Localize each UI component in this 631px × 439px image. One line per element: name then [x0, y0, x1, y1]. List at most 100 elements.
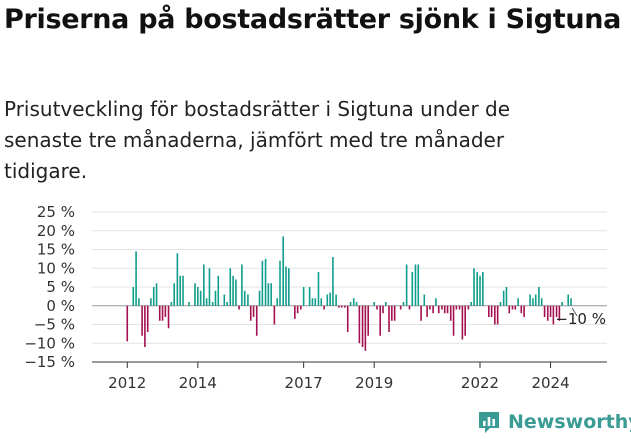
bar [417, 264, 420, 306]
bar [155, 283, 158, 306]
gridlines [92, 211, 607, 363]
bar [346, 305, 349, 332]
bar [435, 298, 437, 306]
bar [402, 302, 405, 306]
bar [243, 290, 246, 306]
bar [273, 305, 276, 325]
bar [170, 302, 173, 306]
bar [161, 305, 164, 321]
bar [214, 290, 217, 306]
newsworthy-chart-icon [479, 412, 499, 433]
bar [249, 305, 252, 321]
bar [132, 287, 135, 306]
bar [296, 305, 299, 314]
bar [229, 268, 232, 306]
bar [232, 275, 234, 306]
bar [288, 268, 290, 306]
bar [552, 305, 555, 325]
bar [294, 305, 296, 319]
bar [352, 298, 355, 306]
bar [182, 275, 184, 306]
bar [176, 253, 179, 306]
bar [173, 283, 175, 306]
bar [150, 298, 152, 306]
bar [538, 287, 540, 306]
bar [441, 305, 443, 310]
bar [476, 272, 478, 306]
bar [426, 305, 428, 317]
bar [146, 305, 149, 332]
bar [420, 305, 422, 321]
y-tick-label: −15 % [24, 353, 75, 371]
bar [446, 305, 449, 314]
bar [276, 298, 278, 306]
y-tick-label: −10 % [24, 334, 75, 352]
bar [267, 283, 270, 306]
bar [158, 305, 161, 321]
bar [479, 275, 481, 306]
brand-name: Newsworthy [508, 411, 631, 433]
bar [408, 305, 411, 310]
bar [382, 305, 384, 314]
bar [255, 305, 258, 336]
y-tick-label: 0 % [46, 297, 75, 315]
bar [470, 302, 472, 306]
bar [226, 302, 228, 306]
bar [217, 275, 220, 306]
x-tick-label: 2022 [461, 374, 499, 392]
chart-svg: −15 %−10 %−5 %0 %5 %10 %15 %20 %25 % 201… [24, 203, 607, 392]
bar [423, 294, 426, 306]
y-tick-label: 20 % [37, 222, 75, 240]
bar [355, 302, 358, 306]
bar [502, 290, 505, 306]
bar [555, 305, 558, 317]
y-tick-label: 25 % [37, 203, 75, 221]
newsworthy-logo: Newsworthy [476, 408, 631, 436]
bar [482, 272, 484, 306]
last-value-leader [571, 307, 578, 317]
x-tick-label: 2019 [355, 374, 393, 392]
bar [520, 305, 523, 314]
bar [329, 292, 331, 306]
bar [340, 305, 343, 308]
bar [179, 275, 181, 306]
bar [570, 298, 572, 306]
bar [194, 283, 196, 306]
bar [258, 290, 261, 306]
x-tick-label: 2024 [531, 374, 569, 392]
bar [238, 305, 240, 310]
bar [361, 305, 364, 347]
bar [141, 305, 143, 336]
bar [367, 305, 369, 336]
bar [349, 302, 352, 306]
bar [205, 298, 208, 306]
x-tick-label: 2012 [108, 374, 146, 392]
bar [261, 260, 264, 306]
bar [279, 260, 281, 306]
bar [344, 305, 346, 308]
bar [514, 305, 517, 310]
bar [208, 268, 211, 306]
bar [335, 294, 337, 306]
bar [567, 294, 569, 306]
bar [432, 305, 434, 314]
bar [223, 294, 226, 306]
bar [152, 287, 155, 306]
bar [302, 287, 305, 306]
bar [317, 272, 320, 306]
y-tick-label: 5 % [46, 278, 75, 296]
bar [364, 305, 367, 351]
last-value-label: −10 % [555, 310, 606, 328]
bar [308, 287, 311, 306]
bar [558, 305, 561, 321]
bar [320, 298, 323, 306]
bar [376, 305, 378, 310]
bar [464, 305, 466, 336]
y-tick-label: −5 % [34, 316, 75, 334]
bar [411, 272, 414, 306]
bar [494, 305, 496, 325]
bar [285, 266, 287, 306]
bar [164, 305, 167, 317]
y-axis-tick-labels: −15 %−10 %−5 %0 %5 %10 %15 %20 %25 % [24, 203, 75, 371]
bar [135, 251, 137, 306]
